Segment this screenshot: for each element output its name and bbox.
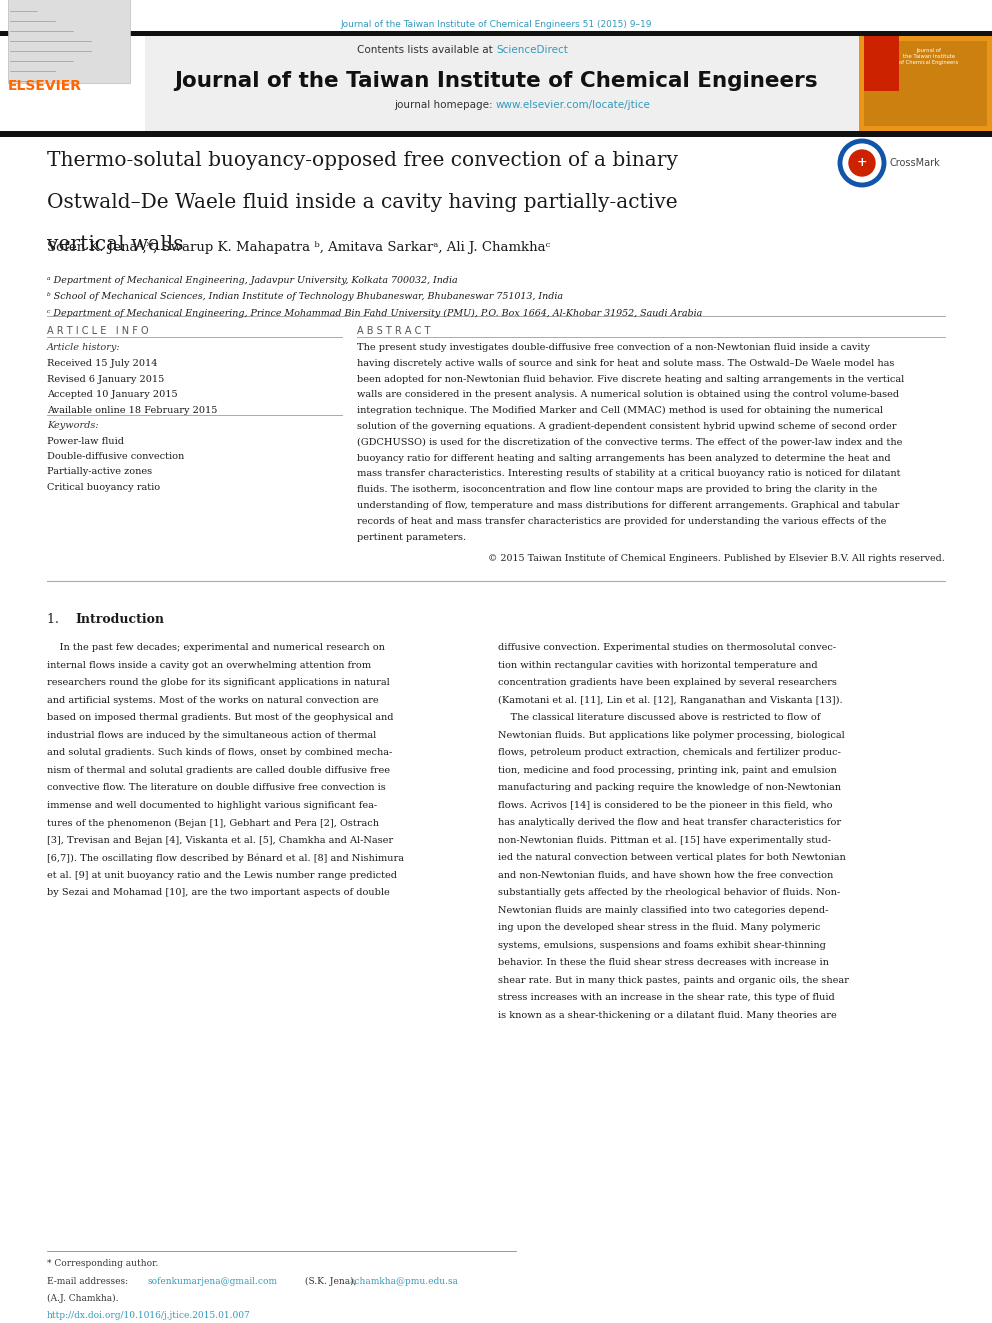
Text: tures of the phenomenon (Bejan [1], Gebhart and Pera [2], Ostrach: tures of the phenomenon (Bejan [1], Gebh…: [47, 819, 379, 827]
Text: diffusive convection. Experimental studies on thermosolutal convec-: diffusive convection. Experimental studi…: [498, 643, 836, 652]
Text: walls are considered in the present analysis. A numerical solution is obtained u: walls are considered in the present anal…: [357, 390, 899, 400]
Text: ing upon the developed shear stress in the fluid. Many polymeric: ing upon the developed shear stress in t…: [498, 923, 820, 933]
Text: tion within rectangular cavities with horizontal temperature and: tion within rectangular cavities with ho…: [498, 662, 817, 669]
Text: and solutal gradients. Such kinds of flows, onset by combined mecha-: and solutal gradients. Such kinds of flo…: [47, 749, 392, 757]
Text: A R T I C L E   I N F O: A R T I C L E I N F O: [47, 325, 149, 336]
Text: non-Newtonian fluids. Pittman et al. [15] have experimentally stud-: non-Newtonian fluids. Pittman et al. [15…: [498, 836, 831, 845]
Text: Partially-active zones: Partially-active zones: [47, 467, 152, 476]
Text: understanding of flow, temperature and mass distributions for different arrangem: understanding of flow, temperature and m…: [357, 501, 900, 509]
Text: A B S T R A C T: A B S T R A C T: [357, 325, 431, 336]
Text: * Corresponding author.: * Corresponding author.: [47, 1259, 159, 1267]
Text: 1.: 1.: [47, 614, 66, 626]
Text: © 2015 Taiwan Institute of Chemical Engineers. Published by Elsevier B.V. All ri: © 2015 Taiwan Institute of Chemical Engi…: [488, 554, 945, 564]
Text: been adopted for non-Newtonian fluid behavior. Five discrete heating and salting: been adopted for non-Newtonian fluid beh…: [357, 374, 905, 384]
Text: The present study investigates double-diffusive free convection of a non-Newtoni: The present study investigates double-di…: [357, 343, 870, 352]
Text: substantially gets affected by the rheological behavior of fluids. Non-: substantially gets affected by the rheol…: [498, 889, 840, 897]
Text: mass transfer characteristics. Interesting results of stability at a critical bu: mass transfer characteristics. Interesti…: [357, 470, 901, 479]
Text: industrial flows are induced by the simultaneous action of thermal: industrial flows are induced by the simu…: [47, 730, 376, 740]
Text: ᵃ Department of Mechanical Engineering, Jadavpur University, Kolkata 700032, Ind: ᵃ Department of Mechanical Engineering, …: [47, 277, 457, 284]
Bar: [864, 41, 987, 126]
Bar: [0, 30, 992, 36]
Text: behavior. In these the fluid shear stress decreases with increase in: behavior. In these the fluid shear stres…: [498, 958, 829, 967]
Text: achamkha@pmu.edu.sa: achamkha@pmu.edu.sa: [349, 1277, 458, 1286]
Text: is known as a shear-thickening or a dilatant fluid. Many theories are: is known as a shear-thickening or a dila…: [498, 1011, 836, 1020]
Text: Journal of the Taiwan Institute of Chemical Engineers: Journal of the Taiwan Institute of Chemi…: [175, 71, 817, 91]
Text: flows, petroleum product extraction, chemicals and fertilizer produc-: flows, petroleum product extraction, che…: [498, 749, 841, 757]
Text: (GDCHUSSO) is used for the discretization of the convective terms. The effect of: (GDCHUSSO) is used for the discretizatio…: [357, 438, 903, 447]
Text: et al. [9] at unit buoyancy ratio and the Lewis number range predicted: et al. [9] at unit buoyancy ratio and th…: [47, 871, 397, 880]
Text: and artificial systems. Most of the works on natural convection are: and artificial systems. Most of the work…: [47, 696, 379, 705]
Bar: [0, 36, 992, 131]
Text: journal homepage:: journal homepage:: [394, 101, 496, 110]
Text: manufacturing and packing require the knowledge of non-Newtonian: manufacturing and packing require the kn…: [498, 783, 841, 792]
Text: sofenkumarjena@gmail.com: sofenkumarjena@gmail.com: [147, 1277, 277, 1286]
Text: www.elsevier.com/locate/jtice: www.elsevier.com/locate/jtice: [496, 101, 651, 110]
Text: flows. Acrivos [14] is considered to be the pioneer in this field, who: flows. Acrivos [14] is considered to be …: [498, 800, 832, 810]
Text: Revised 6 January 2015: Revised 6 January 2015: [47, 374, 165, 384]
Text: nism of thermal and solutal gradients are called double diffusive free: nism of thermal and solutal gradients ar…: [47, 766, 390, 775]
Text: based on imposed thermal gradients. But most of the geophysical and: based on imposed thermal gradients. But …: [47, 713, 394, 722]
Text: Available online 18 February 2015: Available online 18 February 2015: [47, 406, 217, 415]
Text: vertical walls: vertical walls: [47, 235, 184, 254]
Circle shape: [849, 149, 875, 176]
Text: Newtonian fluids are mainly classified into two categories depend-: Newtonian fluids are mainly classified i…: [498, 906, 828, 916]
Text: Introduction: Introduction: [75, 614, 164, 626]
Text: immense and well documented to highlight various significant fea-: immense and well documented to highlight…: [47, 800, 377, 810]
Text: +: +: [857, 156, 867, 169]
Text: Article history:: Article history:: [47, 343, 121, 352]
Bar: [0, 131, 992, 138]
Text: Double-diffusive convection: Double-diffusive convection: [47, 452, 185, 460]
Text: records of heat and mass transfer characteristics are provided for understanding: records of heat and mass transfer charac…: [357, 517, 887, 525]
Text: and non-Newtonian fluids, and have shown how the free convection: and non-Newtonian fluids, and have shown…: [498, 871, 833, 880]
Text: [6,7]). The oscillating flow described by Bénard et al. [8] and Nishimura: [6,7]). The oscillating flow described b…: [47, 853, 404, 863]
Text: Contents lists available at: Contents lists available at: [357, 45, 496, 56]
Text: (Kamotani et al. [11], Lin et al. [12], Ranganathan and Viskanta [13]).: (Kamotani et al. [11], Lin et al. [12], …: [498, 696, 842, 705]
Text: buoyancy ratio for different heating and salting arrangements has been analyzed : buoyancy ratio for different heating and…: [357, 454, 891, 463]
Text: (S.K. Jena),: (S.K. Jena),: [302, 1277, 359, 1286]
Text: researchers round the globe for its significant applications in natural: researchers round the globe for its sign…: [47, 679, 390, 688]
Bar: [0, 36, 145, 131]
Text: Critical buoyancy ratio: Critical buoyancy ratio: [47, 483, 160, 492]
Bar: [8, 0, 130, 83]
Text: Received 15 July 2014: Received 15 July 2014: [47, 359, 158, 368]
Text: ᶜ Department of Mechanical Engineering, Prince Mohammad Bin Fahd University (PMU: ᶜ Department of Mechanical Engineering, …: [47, 310, 702, 318]
Text: ied the natural convection between vertical plates for both Newtonian: ied the natural convection between verti…: [498, 853, 846, 863]
Text: integration technique. The Modified Marker and Cell (MMAC) method is used for ob: integration technique. The Modified Mark…: [357, 406, 883, 415]
Text: pertinent parameters.: pertinent parameters.: [357, 533, 466, 541]
Text: has analytically derived the flow and heat transfer characteristics for: has analytically derived the flow and he…: [498, 819, 841, 827]
Text: http://dx.doi.org/10.1016/j.jtice.2015.01.007: http://dx.doi.org/10.1016/j.jtice.2015.0…: [47, 1311, 251, 1320]
Text: Power-law fluid: Power-law fluid: [47, 437, 124, 446]
Text: In the past few decades; experimental and numerical research on: In the past few decades; experimental an…: [47, 643, 385, 652]
Text: ScienceDirect: ScienceDirect: [496, 45, 567, 56]
Text: CrossMark: CrossMark: [890, 157, 940, 168]
Text: ELSEVIER: ELSEVIER: [8, 79, 82, 93]
Text: tion, medicine and food processing, printing ink, paint and emulsion: tion, medicine and food processing, prin…: [498, 766, 836, 775]
Text: fluids. The isotherm, isoconcentration and flow line contour maps are provided t: fluids. The isotherm, isoconcentration a…: [357, 486, 877, 495]
Text: Newtonian fluids. But applications like polymer processing, biological: Newtonian fluids. But applications like …: [498, 730, 845, 740]
Text: convective flow. The literature on double diffusive free convection is: convective flow. The literature on doubl…: [47, 783, 386, 792]
Text: Accepted 10 January 2015: Accepted 10 January 2015: [47, 390, 178, 400]
Text: Keywords:: Keywords:: [47, 421, 98, 430]
Text: Thermo-solutal buoyancy-opposed free convection of a binary: Thermo-solutal buoyancy-opposed free con…: [47, 151, 678, 169]
Text: ᵇ School of Mechanical Sciences, Indian Institute of Technology Bhubaneswar, Bhu: ᵇ School of Mechanical Sciences, Indian …: [47, 292, 563, 302]
Text: Journal of
the Taiwan Institute
of Chemical Engineers: Journal of the Taiwan Institute of Chemi…: [900, 48, 958, 65]
Text: Ostwald–De Waele fluid inside a cavity having partially-active: Ostwald–De Waele fluid inside a cavity h…: [47, 193, 678, 212]
Bar: [864, 36, 899, 91]
Text: The classical literature discussed above is restricted to flow of: The classical literature discussed above…: [498, 713, 820, 722]
Text: stress increases with an increase in the shear rate, this type of fluid: stress increases with an increase in the…: [498, 994, 834, 1003]
Text: internal flows inside a cavity got an overwhelming attention from: internal flows inside a cavity got an ov…: [47, 662, 371, 669]
Text: having discretely active walls of source and sink for heat and solute mass. The : having discretely active walls of source…: [357, 359, 895, 368]
Text: shear rate. But in many thick pastes, paints and organic oils, the shear: shear rate. But in many thick pastes, pa…: [498, 976, 849, 984]
Text: Sofen K. Jenaᵃ,*, Swarup K. Mahapatra ᵇ, Amitava Sarkarᵃ, Ali J. Chamkhaᶜ: Sofen K. Jenaᵃ,*, Swarup K. Mahapatra ᵇ,…: [47, 241, 551, 254]
Text: E-mail addresses:: E-mail addresses:: [47, 1277, 131, 1286]
Bar: [859, 36, 992, 131]
Text: solution of the governing equations. A gradient-dependent consistent hybrid upwi: solution of the governing equations. A g…: [357, 422, 897, 431]
Text: (A.J. Chamkha).: (A.J. Chamkha).: [47, 1294, 118, 1303]
Text: [3], Trevisan and Bejan [4], Viskanta et al. [5], Chamkha and Al-Naser: [3], Trevisan and Bejan [4], Viskanta et…: [47, 836, 393, 845]
Text: concentration gradients have been explained by several researchers: concentration gradients have been explai…: [498, 679, 837, 688]
Text: Journal of the Taiwan Institute of Chemical Engineers 51 (2015) 9–19: Journal of the Taiwan Institute of Chemi…: [340, 20, 652, 29]
Text: systems, emulsions, suspensions and foams exhibit shear-thinning: systems, emulsions, suspensions and foam…: [498, 941, 826, 950]
Text: by Sezai and Mohamad [10], are the two important aspects of double: by Sezai and Mohamad [10], are the two i…: [47, 889, 390, 897]
